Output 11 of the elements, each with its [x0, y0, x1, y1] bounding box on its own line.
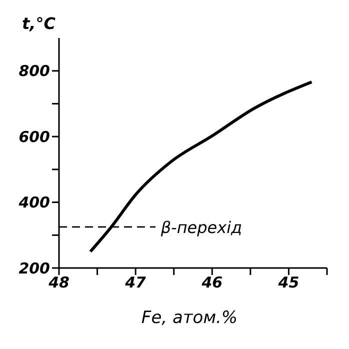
- y-tick-label: 800: [18, 62, 50, 80]
- x-tick-label: 45: [277, 274, 300, 292]
- ref-line-label: β-перехід: [160, 218, 242, 237]
- y-axis-title: t,°C: [22, 14, 56, 33]
- x-tick-label: 47: [124, 274, 147, 292]
- x-axis-title: Fe, атом.%: [140, 308, 239, 328]
- y-tick-label: 600: [18, 128, 50, 146]
- x-tick-label: 46: [200, 274, 223, 292]
- x-tick-label: 48: [48, 274, 70, 292]
- y-tick-label: 400: [18, 194, 50, 212]
- y-tick-label: 200: [18, 259, 50, 278]
